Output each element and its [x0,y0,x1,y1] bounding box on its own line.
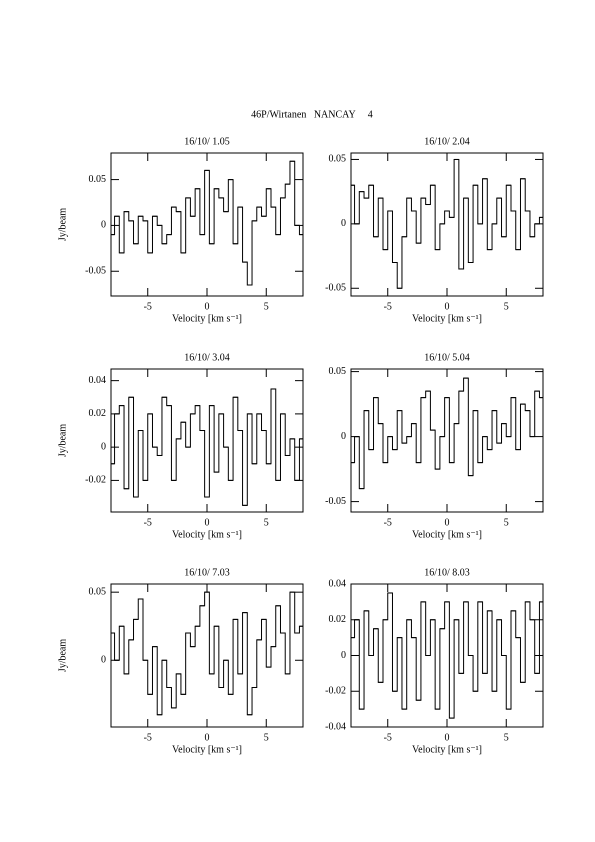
x-axis-label: Velocity [km s⁻¹] [412,529,482,540]
y-axis-label: Jy/beam [57,639,68,673]
y-tick-label: 0 [341,218,346,229]
x-tick-label: -5 [144,517,152,528]
page-title: 46P/Wirtanen NANCAY 4 [251,109,373,120]
y-tick-label: 0 [101,655,106,666]
x-tick-label: 5 [264,732,269,743]
spectrum-connector [111,388,303,506]
x-tick-label: 5 [504,301,509,312]
y-tick-label: -0.05 [325,283,346,294]
y-tick-label: 0.04 [329,578,347,589]
panel-title: 16/10/ 7.03 [184,567,230,578]
y-tick-label: 0 [341,431,346,442]
y-tick-label: 0.04 [89,375,107,386]
x-tick-label: -5 [384,301,392,312]
y-tick-label: 0.05 [89,174,107,185]
x-axis-label: Velocity [km s⁻¹] [172,313,242,324]
panel-title: 16/10/ 3.04 [184,352,230,363]
y-axis-label: Jy/beam [57,208,68,242]
y-tick-label: 0 [341,650,346,661]
x-tick-label: 0 [445,517,450,528]
x-tick-label: 5 [264,517,269,528]
y-axis-label: Jy/beam [57,424,68,458]
y-tick-label: 0.02 [89,408,107,419]
x-tick-label: -5 [144,301,152,312]
spectrum-connector [111,160,303,286]
y-tick-label: -0.05 [325,496,346,507]
y-tick-label: -0.02 [325,686,346,697]
x-tick-label: 0 [205,732,210,743]
x-tick-label: 0 [445,301,450,312]
y-tick-label: 0.05 [329,366,347,377]
x-tick-label: 5 [504,517,509,528]
x-axis-label: Velocity [km s⁻¹] [412,744,482,755]
x-tick-label: -5 [384,517,392,528]
spectrum-connector [351,158,543,289]
x-tick-label: -5 [144,732,152,743]
spectrum-connector [111,591,303,716]
x-tick-label: 0 [445,732,450,743]
y-tick-label: 0 [101,441,106,452]
y-tick-label: -0.05 [85,266,106,277]
y-tick-label: 0.05 [89,586,107,597]
spectrum-connector [351,377,543,490]
panel-title: 16/10/ 2.04 [424,136,470,147]
x-axis-label: Velocity [km s⁻¹] [412,313,482,324]
y-tick-label: -0.04 [325,721,346,732]
x-tick-label: 5 [504,732,509,743]
x-tick-label: 0 [205,301,210,312]
panel-title: 16/10/ 5.04 [424,352,470,363]
y-tick-label: 0.02 [329,614,347,625]
y-tick-label: -0.02 [85,475,106,486]
x-tick-label: -5 [384,732,392,743]
y-tick-label: 0.05 [329,154,347,165]
panel-title: 16/10/ 8.03 [424,567,470,578]
y-tick-label: 0 [101,220,106,231]
x-tick-label: 5 [264,301,269,312]
x-tick-label: 0 [205,517,210,528]
x-axis-label: Velocity [km s⁻¹] [172,529,242,540]
spectrum-connector [351,592,543,719]
x-axis-label: Velocity [km s⁻¹] [172,744,242,755]
panel-title: 16/10/ 1.05 [184,136,230,147]
